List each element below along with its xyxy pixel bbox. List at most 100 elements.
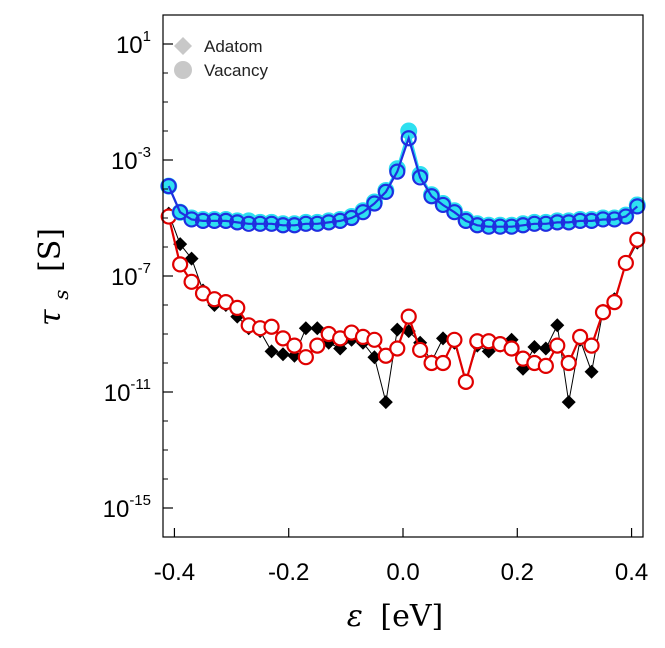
y-tick-exponent: -11 — [130, 376, 151, 393]
y-tick-base: 10 — [111, 148, 138, 175]
series-line — [167, 134, 639, 228]
data-point — [561, 395, 576, 410]
data-point — [560, 214, 577, 231]
x-tick-label: 0.0 — [386, 559, 419, 586]
data-point — [629, 198, 646, 215]
x-tick-label: -0.4 — [154, 559, 195, 586]
data-point — [264, 344, 279, 359]
data-point — [400, 308, 417, 325]
data-point — [457, 373, 474, 390]
data-point — [423, 188, 440, 205]
data-point — [240, 215, 257, 232]
data-point — [492, 218, 509, 235]
data-point — [526, 215, 543, 232]
data-point — [606, 294, 623, 311]
data-point — [537, 215, 554, 232]
data-point — [276, 347, 290, 362]
data-point — [617, 208, 634, 225]
data-point — [583, 337, 600, 354]
y-axis-unit: [S] — [33, 228, 68, 272]
data-point — [172, 256, 189, 273]
data-point — [390, 322, 405, 337]
data-point — [583, 212, 600, 229]
data-point — [194, 212, 212, 229]
data-point — [183, 273, 200, 290]
data-point — [206, 212, 223, 229]
y-tick-label: 10-11 — [104, 376, 151, 407]
data-point — [229, 299, 246, 316]
data-point — [594, 304, 612, 321]
data-point — [549, 214, 566, 231]
legend-marker-diamond — [174, 37, 192, 55]
data-point — [572, 212, 589, 229]
data-point — [332, 212, 349, 229]
x-tick-label: -0.2 — [268, 559, 309, 586]
data-point — [263, 318, 280, 335]
data-point — [377, 347, 394, 364]
data-point — [160, 178, 177, 195]
series-3 — [160, 208, 646, 390]
y-tick-base: 10 — [116, 32, 143, 59]
data-point — [412, 169, 429, 186]
data-point — [172, 204, 189, 221]
y-tick-base: 10 — [111, 264, 138, 291]
legend-marker-circle — [174, 61, 192, 79]
data-point — [274, 330, 292, 347]
data-point — [584, 364, 599, 379]
legend-label: Vacancy — [204, 61, 268, 80]
data-point — [252, 215, 269, 232]
data-point — [309, 215, 326, 232]
data-point — [263, 215, 280, 232]
data-point — [434, 196, 452, 214]
y-tick-label: 101 — [116, 28, 151, 59]
x-axis-symbol: ε — [347, 599, 363, 634]
y-axis-symbol: τ — [33, 309, 68, 326]
y-tick-exponent: -15 — [129, 492, 151, 509]
series-1 — [160, 130, 646, 235]
data-point — [434, 354, 452, 372]
data-point — [527, 340, 542, 355]
series-layer — [160, 122, 646, 410]
data-point — [594, 211, 612, 228]
data-point — [377, 183, 394, 200]
y-tick-exponent: -7 — [138, 260, 151, 277]
data-point — [297, 215, 314, 232]
data-point — [389, 340, 406, 357]
x-tick-label: 0.2 — [501, 559, 534, 586]
data-point — [298, 321, 313, 336]
data-point — [389, 163, 406, 180]
data-point — [286, 217, 303, 234]
data-point — [550, 318, 565, 333]
x-axis-title: ε [eV] — [347, 599, 443, 634]
data-point — [549, 337, 566, 354]
data-point — [514, 217, 532, 234]
data-point — [503, 340, 520, 357]
data-point — [629, 231, 646, 248]
y-tick-exponent: -3 — [138, 144, 151, 161]
y-tick-exponent: 1 — [143, 28, 151, 45]
y-tick-base: 10 — [103, 496, 130, 523]
data-point — [367, 350, 382, 365]
data-point — [229, 214, 246, 231]
data-point — [560, 354, 577, 372]
legend-label: Adatom — [204, 37, 263, 56]
data-point — [606, 211, 623, 228]
data-point — [354, 204, 372, 221]
data-point — [183, 211, 200, 228]
y-axis-title: τ s [S] — [33, 228, 76, 326]
legend: Adatom Vacancy — [174, 37, 268, 80]
data-point — [309, 337, 326, 354]
y-tick-label: 10-3 — [111, 144, 151, 175]
data-point — [503, 218, 520, 235]
data-point — [184, 251, 199, 266]
data-point — [297, 349, 314, 366]
data-point — [412, 341, 429, 359]
data-point — [480, 218, 497, 235]
data-point — [366, 331, 383, 348]
y-tick-label: 10-15 — [103, 492, 151, 523]
data-point — [436, 331, 450, 346]
data-point — [400, 130, 417, 147]
